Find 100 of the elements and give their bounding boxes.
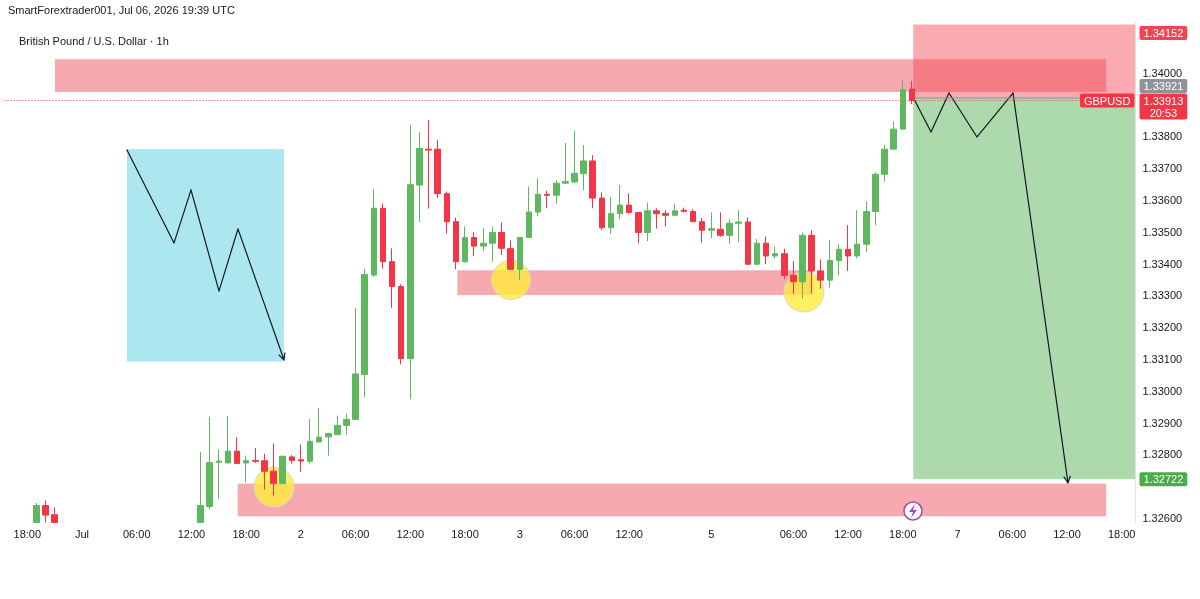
candlestick	[425, 119, 432, 210]
candlestick	[672, 203, 678, 216]
candlestick	[653, 207, 660, 230]
candlestick	[790, 260, 797, 295]
candlestick	[708, 211, 715, 239]
x-tick-label: 12:00	[1053, 528, 1081, 541]
candlestick	[389, 247, 395, 309]
candlestick	[872, 171, 879, 226]
candlestick	[225, 415, 231, 464]
candlestick	[626, 192, 632, 215]
y-tick-label: 1.33500	[1142, 225, 1183, 238]
candlestick	[754, 238, 760, 266]
candlestick	[243, 455, 249, 483]
y-tick-label: 1.33300	[1142, 289, 1183, 302]
candlestick	[298, 444, 304, 473]
candlestick	[289, 454, 295, 465]
candlestick	[635, 211, 642, 244]
candlestick	[763, 236, 769, 265]
candlestick	[562, 142, 569, 185]
candlestick	[407, 124, 414, 400]
candlestick	[352, 307, 359, 420]
candlestick	[453, 217, 459, 270]
candlestick	[827, 239, 833, 289]
x-tick-label: 7	[954, 528, 961, 541]
candlestick	[890, 121, 897, 150]
y-tick-label: 1.32900	[1142, 416, 1183, 429]
y-tick-label: 1.34000	[1142, 66, 1183, 79]
candlestick	[480, 227, 487, 252]
candlestick	[498, 222, 505, 256]
band-label: 1.32722	[1143, 473, 1184, 486]
x-tick-label: Jul	[74, 528, 90, 541]
candlestick	[334, 415, 341, 436]
x-tick-label: 2	[297, 528, 304, 541]
y-tick-label: 1.33100	[1142, 352, 1183, 365]
candlestick	[380, 203, 386, 270]
candlestick	[854, 209, 860, 260]
annotation: GBPUSD	[1083, 94, 1131, 107]
y-tick-label: 1.33000	[1142, 384, 1183, 397]
candlestick	[261, 453, 268, 491]
candlestick	[398, 283, 404, 365]
ref-line-label: 1.33921	[1143, 80, 1184, 93]
x-tick-label: 18:00	[13, 528, 42, 541]
candlestick	[544, 190, 550, 209]
y-tick-label: 1.32600	[1142, 511, 1183, 524]
x-tick-label: 06:00	[341, 528, 370, 541]
candlestick	[808, 229, 815, 294]
x-tick-label: 12:00	[177, 528, 206, 541]
candlestick	[717, 211, 724, 238]
candlestick	[662, 209, 669, 227]
x-tick-label: 06:00	[122, 528, 151, 541]
candlestick	[799, 231, 806, 300]
candlestick	[279, 455, 286, 485]
x-tick-label: 18:00	[1107, 528, 1136, 541]
candlestick	[900, 79, 906, 130]
candlestick	[471, 231, 477, 257]
candlestick	[699, 217, 705, 244]
candlestick	[316, 407, 322, 443]
text: British Pound / U.S. Dollar · 1h	[19, 34, 169, 47]
candlestick	[234, 436, 240, 465]
candlestick	[462, 225, 468, 264]
candlestick	[489, 225, 496, 263]
x-tick-label: 06:00	[560, 528, 589, 541]
x-tick-label: 12:00	[834, 528, 862, 541]
candlestick	[608, 196, 614, 235]
candlestick	[507, 239, 514, 270]
candlestick	[681, 207, 687, 213]
candlestick	[589, 154, 596, 209]
candlestick	[343, 413, 350, 436]
y-tick-label: 1.33200	[1142, 321, 1183, 334]
candlestick	[580, 144, 587, 191]
x-tick-label: 06:00	[779, 528, 808, 541]
candlestick	[526, 186, 532, 239]
candlestick	[690, 208, 696, 223]
x-tick-label: 18:00	[889, 528, 917, 541]
band-label: 1.34152	[1143, 27, 1184, 39]
candlestick	[307, 418, 313, 465]
candlestick	[745, 217, 751, 266]
x-tick-label: 12:00	[396, 528, 425, 541]
candlestick	[726, 218, 733, 245]
candlestick	[371, 188, 377, 278]
candlestick	[553, 179, 560, 205]
x-tick-label: 18:00	[451, 528, 479, 541]
candlestick	[599, 191, 605, 231]
y-tick-label: 1.32800	[1142, 448, 1183, 461]
y-tick-label: 1.33800	[1142, 130, 1183, 143]
x-tick-label: 12:00	[615, 528, 643, 541]
candlestick	[197, 451, 204, 523]
text: SmartForextrader001, Jul 06, 2026 19:39 UTC	[8, 4, 235, 16]
candlestick	[42, 499, 49, 523]
candlestick	[444, 190, 450, 235]
ref-line-label: 1.33913 20:53	[1143, 94, 1184, 119]
candlestick	[206, 416, 213, 511]
x-tick-label: 06:00	[998, 528, 1027, 541]
candlestick	[571, 130, 578, 184]
candlestick	[434, 139, 441, 199]
candlestick	[517, 236, 523, 281]
candlestick	[781, 248, 788, 280]
candlestick	[735, 209, 742, 243]
candlestick	[361, 268, 368, 398]
candlestick	[270, 443, 277, 496]
